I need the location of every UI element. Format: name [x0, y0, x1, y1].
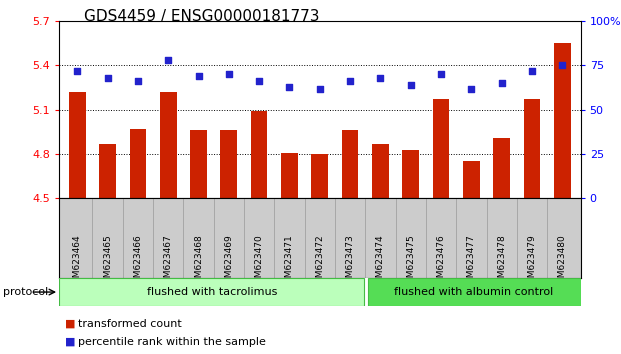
Bar — [59, 278, 364, 306]
Text: percentile rank within the sample: percentile rank within the sample — [78, 337, 266, 347]
Point — [527, 68, 537, 74]
Text: GSM623472: GSM623472 — [315, 234, 324, 289]
Text: GDS4459 / ENSG00000181773: GDS4459 / ENSG00000181773 — [84, 9, 319, 24]
Text: flushed with albumin control: flushed with albumin control — [394, 287, 553, 297]
Point — [345, 79, 355, 84]
Bar — [368, 278, 581, 306]
Text: protocol: protocol — [3, 287, 48, 297]
Point — [497, 80, 507, 86]
Text: ■: ■ — [65, 337, 76, 347]
Text: transformed count: transformed count — [78, 319, 181, 329]
Point — [254, 79, 264, 84]
Bar — [130, 129, 146, 198]
Bar — [312, 154, 328, 198]
Point — [284, 84, 294, 90]
Text: GSM623470: GSM623470 — [255, 234, 264, 289]
Bar — [372, 144, 389, 198]
Text: GSM623474: GSM623474 — [376, 234, 385, 289]
Text: GSM623478: GSM623478 — [497, 234, 506, 289]
Point — [315, 86, 325, 91]
Bar — [99, 144, 116, 198]
Point — [558, 63, 568, 68]
Bar — [251, 111, 268, 198]
Bar — [69, 92, 86, 198]
Text: ■: ■ — [65, 319, 76, 329]
Text: GSM623473: GSM623473 — [346, 234, 355, 289]
Point — [466, 86, 476, 91]
Bar — [554, 43, 571, 198]
Bar — [402, 149, 419, 198]
Bar — [494, 138, 510, 198]
Bar — [160, 92, 176, 198]
Bar — [220, 130, 237, 198]
Text: GSM623477: GSM623477 — [467, 234, 476, 289]
Text: GSM623464: GSM623464 — [73, 234, 82, 289]
Text: GSM623476: GSM623476 — [437, 234, 446, 289]
Text: GSM623468: GSM623468 — [194, 234, 203, 289]
Point — [376, 75, 386, 81]
Point — [224, 72, 233, 77]
Bar — [524, 99, 540, 198]
Bar — [281, 153, 298, 198]
Point — [163, 57, 173, 63]
Bar — [190, 130, 207, 198]
Point — [406, 82, 416, 88]
Bar — [433, 99, 450, 198]
Point — [436, 72, 446, 77]
Text: GSM623471: GSM623471 — [285, 234, 294, 289]
Point — [133, 79, 143, 84]
Bar — [463, 161, 480, 198]
Text: flushed with tacrolimus: flushed with tacrolimus — [147, 287, 278, 297]
Text: GSM623467: GSM623467 — [164, 234, 173, 289]
Point — [72, 68, 82, 74]
Text: GSM623466: GSM623466 — [134, 234, 142, 289]
Text: GSM623465: GSM623465 — [103, 234, 112, 289]
Point — [194, 73, 204, 79]
Text: GSM623469: GSM623469 — [224, 234, 233, 289]
Point — [102, 75, 112, 81]
Text: GSM623479: GSM623479 — [528, 234, 537, 289]
Text: GSM623475: GSM623475 — [406, 234, 415, 289]
Bar — [342, 130, 358, 198]
Text: GSM623480: GSM623480 — [558, 234, 567, 289]
